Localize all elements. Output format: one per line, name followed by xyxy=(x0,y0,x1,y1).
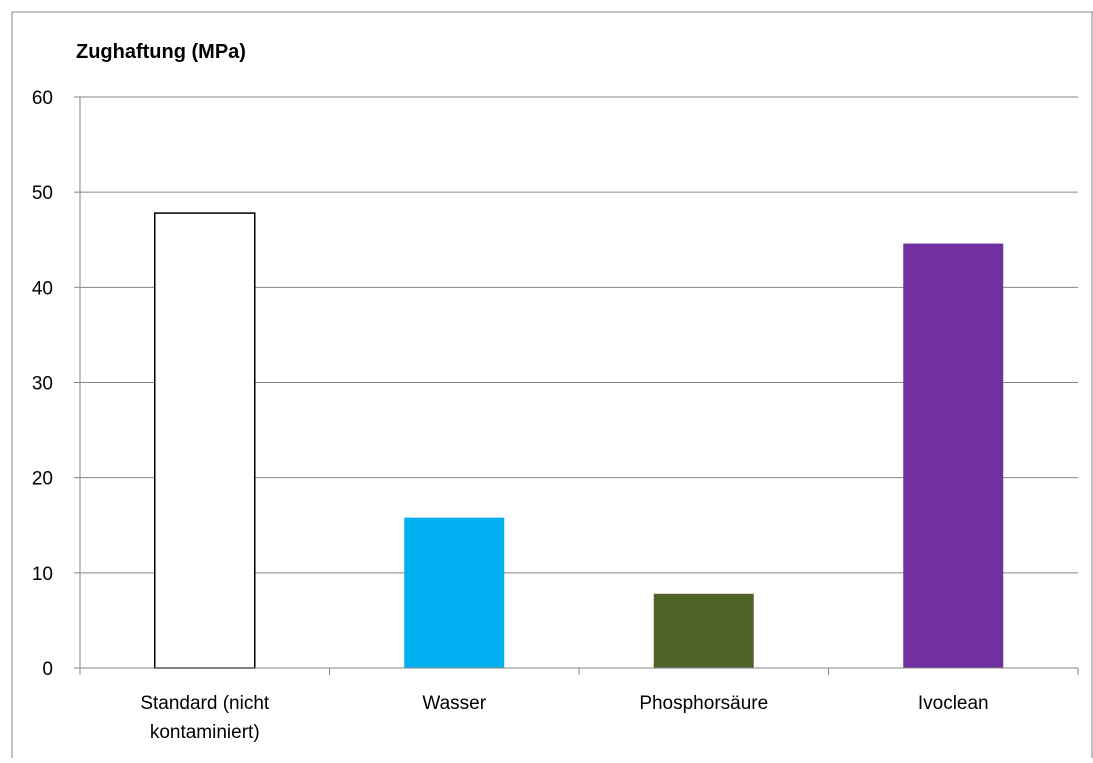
bar-3 xyxy=(903,243,1004,668)
x-tick-label-line: kontaminiert) xyxy=(150,722,260,743)
x-tick-label-line: Standard (nicht xyxy=(140,693,270,714)
x-tick-label: Phosphorsäure xyxy=(639,693,768,714)
bar-1 xyxy=(404,517,505,668)
x-tick-label-line: Wasser xyxy=(422,693,486,714)
x-tick-label-line: Ivoclean xyxy=(918,693,989,714)
y-tick-label: 60 xyxy=(32,88,53,109)
bar-2 xyxy=(653,593,754,668)
y-tick-label: 50 xyxy=(32,183,53,204)
y-tick-label: 10 xyxy=(32,564,53,585)
x-tick-label: Standard (nicht kontaminiert) xyxy=(140,693,270,743)
x-tick-label: Wasser xyxy=(422,693,486,714)
axes xyxy=(79,97,1079,675)
chart-title: Zughaftung (MPa) xyxy=(76,41,246,63)
y-tick-labels: 0 10 20 30 40 50 60 xyxy=(32,88,53,680)
x-tick-labels: Standard (nicht kontaminiert) Wasser Phosph… xyxy=(140,693,988,743)
y-tick-label: 20 xyxy=(32,469,53,490)
y-tick-label: 0 xyxy=(42,659,53,680)
x-tick-label-line: Phosphorsäure xyxy=(639,693,768,714)
x-tick-label: Ivoclean xyxy=(918,693,989,714)
y-tick-label: 40 xyxy=(32,278,53,299)
bars xyxy=(154,212,1004,669)
y-tick-label: 30 xyxy=(32,374,53,395)
bar-0 xyxy=(154,212,256,669)
